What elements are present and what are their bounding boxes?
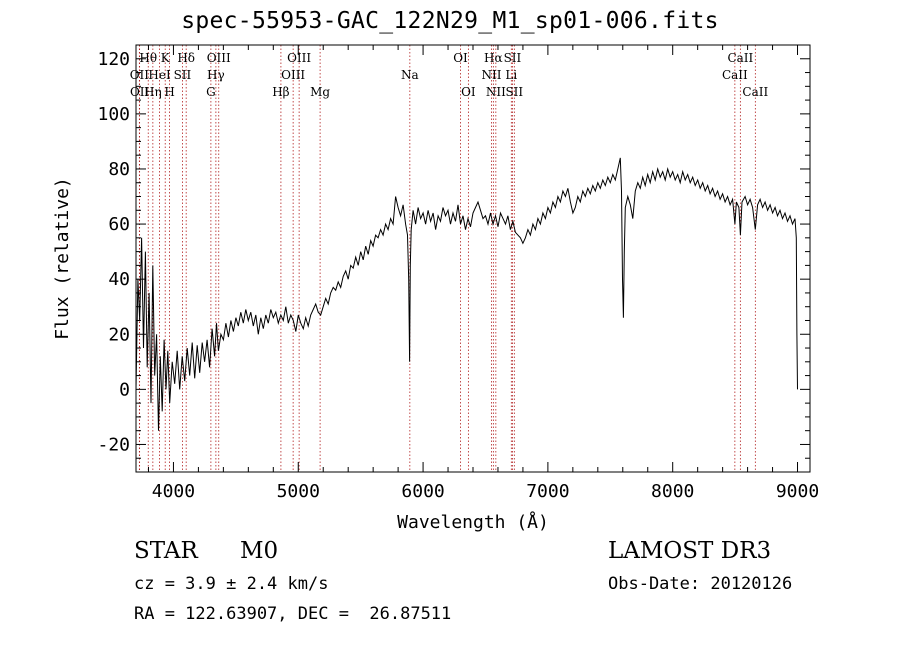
y-tick-label-100: 100 <box>97 104 130 125</box>
line-label-23: SII <box>504 51 522 65</box>
x-tick-label-7000: 7000 <box>526 481 569 502</box>
line-label-26: CaII <box>727 51 753 65</box>
x-tick-label-6000: 6000 <box>401 481 444 502</box>
axes-layer: 4000 5000 6000 7000 8000 9000 -20 0 20 40 60 80 100 1… <box>52 44 819 533</box>
x-tick-label-9000: 9000 <box>776 481 819 502</box>
line-label-10: Hγ <box>207 68 225 82</box>
line-label-5: K <box>161 51 171 65</box>
y-tick-label-0: 0 <box>119 379 130 400</box>
line-label-15: Mg <box>310 85 330 99</box>
line-label-2: Hθ <box>139 51 157 65</box>
coordinates: RA = 122.63907, DEC = 26.87511 <box>134 604 452 624</box>
object-subclass: M0 <box>240 538 279 564</box>
chart-title: spec-55953-GAC_122N29_M1_sp01-006.fits <box>181 8 719 34</box>
x-tick-label-8000: 8000 <box>651 481 694 502</box>
survey-name: LAMOST DR3 <box>608 538 772 564</box>
line-label-24: SII <box>505 85 523 99</box>
line-label-20: Hα <box>484 51 503 65</box>
line-label-11: OIII <box>207 51 231 65</box>
y-tick-label-60: 60 <box>108 214 130 235</box>
y-tick-label-80: 80 <box>108 159 130 180</box>
x-axis-label: Wavelength (Å) <box>397 511 549 533</box>
line-markers-layer <box>138 45 756 472</box>
y-tick-label-20: 20 <box>108 324 130 345</box>
line-label-13: OIII <box>281 68 305 82</box>
line-label-0: OII <box>130 68 150 82</box>
x-tick-label-4000: 4000 <box>152 481 195 502</box>
line-label-27: CaII <box>742 85 768 99</box>
line-label-14: OIII <box>287 51 311 65</box>
line-label-21: NII <box>486 85 506 99</box>
y-tick-label--20: -20 <box>97 434 130 455</box>
line-label-16: Na <box>401 68 419 82</box>
line-label-19: NII <box>481 68 501 82</box>
line-label-1: OII <box>130 85 150 99</box>
line-label-18: OI <box>461 85 476 99</box>
spectrum-layer <box>135 157 798 431</box>
redshift-info: cz = 3.9 ± 2.4 km/s <box>134 574 329 594</box>
line-label-6: H <box>164 85 174 99</box>
line-label-9: G <box>206 85 216 99</box>
y-tick-label-120: 120 <box>97 49 130 70</box>
line-label-3: Hη <box>144 85 162 99</box>
x-tick-label-5000: 5000 <box>277 481 320 502</box>
line-label-17: OI <box>453 51 468 65</box>
line-label-8: Hδ <box>177 51 195 65</box>
plot-frame <box>135 44 811 473</box>
spectrum-line <box>135 157 798 431</box>
line-label-4: HeI <box>148 68 171 82</box>
y-tick-label-40: 40 <box>108 269 130 290</box>
line-label-12: Hβ <box>272 85 289 99</box>
line-label-25: CaII <box>722 68 748 82</box>
obs-date: Obs-Date: 20120126 <box>608 574 793 594</box>
y-axis-label: Flux (relative) <box>52 177 73 340</box>
line-label-22: Li <box>505 68 517 82</box>
object-class: STAR <box>134 538 198 564</box>
line-labels-layer: OIIOIIHθHηHeIKHSIIHδGHγOIIIHβOIIIOIIIMgN… <box>130 51 769 99</box>
line-label-7: SII <box>174 68 192 82</box>
